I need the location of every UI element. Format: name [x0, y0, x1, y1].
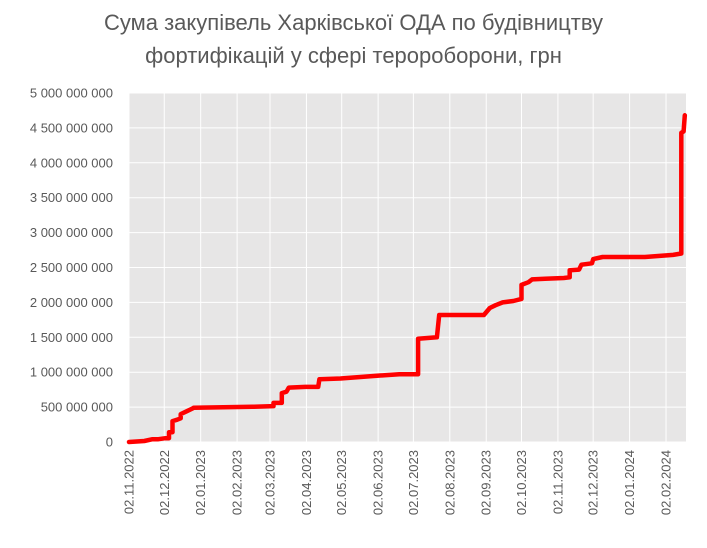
- x-tick-label: 02.01.2024: [622, 450, 637, 515]
- x-tick-label: 02.07.2023: [406, 450, 421, 515]
- y-tick-label: 2 000 000 000: [30, 295, 113, 310]
- y-tick-label: 0: [106, 435, 113, 450]
- y-tick-label: 5 000 000 000: [30, 86, 113, 101]
- x-tick-label: 02.03.2023: [263, 450, 278, 515]
- y-tick-label: 3 000 000 000: [30, 225, 113, 240]
- x-tick-label: 02.06.2023: [371, 450, 386, 515]
- x-tick-label: 02.11.2023: [550, 450, 565, 514]
- x-tick-label: 02.02.2024: [659, 450, 674, 515]
- y-tick-label: 2 500 000 000: [30, 260, 113, 275]
- x-tick-label: 02.02.2023: [230, 450, 245, 515]
- y-tick-label: 3 500 000 000: [30, 190, 113, 205]
- x-tick-label: 02.12.2022: [157, 450, 172, 515]
- y-tick-label: 4 000 000 000: [30, 155, 113, 170]
- chart-title: Сума закупівель Харківської ОДА по будів…: [0, 6, 707, 72]
- series-layer: [126, 113, 688, 445]
- y-tick-label: 1 000 000 000: [30, 365, 113, 380]
- y-tick-label: 500 000 000: [41, 400, 113, 415]
- y-tick-label: 4 500 000 000: [30, 120, 113, 135]
- x-tick-label: 02.09.2023: [479, 450, 494, 515]
- x-tick-label: 02.08.2023: [442, 450, 457, 515]
- x-tick-label: 02.05.2023: [334, 450, 349, 515]
- series-line: [126, 113, 688, 445]
- x-tick-label: 02.10.2023: [514, 450, 529, 515]
- x-axis: 02.11.2022 02.12.2022 02.01.2023 02.02.2023…: [122, 450, 674, 515]
- x-tick-label: 02.12.2023: [586, 450, 601, 515]
- y-axis: 0 500 000 000 1 000 000 000 1 500 000 000 2 …: [30, 86, 113, 450]
- x-tick-label: 02.04.2023: [299, 450, 314, 515]
- x-tick-label: 02.01.2023: [193, 450, 208, 515]
- y-tick-label: 1 500 000 000: [30, 330, 113, 345]
- x-tick-label: 02.11.2022: [122, 450, 137, 514]
- chart-title-line-2: фортифікацій у сфері теророборони, грн: [145, 43, 562, 68]
- chart-title-line-1: Сума закупівель Харківської ОДА по будів…: [103, 10, 604, 35]
